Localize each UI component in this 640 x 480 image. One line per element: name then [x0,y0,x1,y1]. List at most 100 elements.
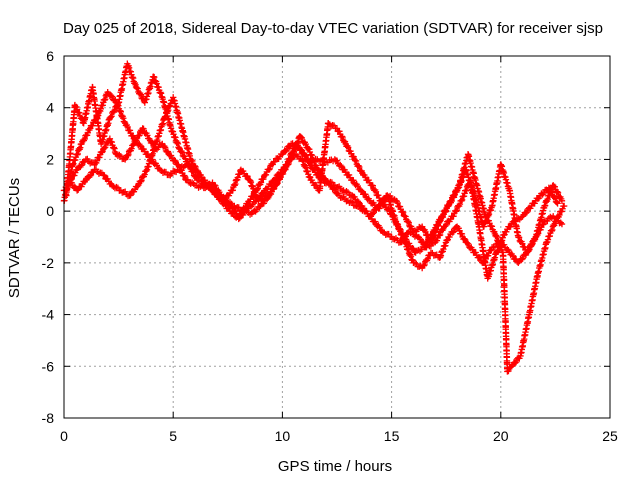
trace-marker [519,255,526,262]
trace-marker [399,209,407,216]
trace-marker [521,243,528,251]
trace-marker [111,145,118,152]
trace-marker [89,122,96,129]
series-track-d [62,60,568,375]
trace-marker [350,177,357,184]
data-point [379,228,387,236]
trace-marker [439,227,446,234]
trace-marker [449,229,456,236]
trace-marker [405,219,412,226]
trace-marker [398,238,405,246]
trace-marker [124,123,131,131]
data-point [377,197,384,204]
data-points [60,60,568,375]
trace-marker [271,158,279,165]
trace-marker [416,235,424,243]
trace-marker [539,191,546,198]
trace-marker [422,241,430,249]
trace-marker [244,173,251,180]
y-axis-title: SDTVAR / TECUs [6,178,23,298]
trace-marker [424,255,431,262]
trace-marker [337,161,344,169]
trace-marker [108,93,116,100]
trace-marker [142,167,150,175]
data-point [73,187,81,194]
trace-marker [124,152,131,160]
trace-marker [134,85,141,92]
trace-marker [330,185,337,192]
trace-marker [362,191,369,198]
trace-marker [456,200,464,208]
trace-marker [484,252,492,259]
trace-marker [136,131,143,139]
trace-marker [78,162,85,169]
trace-marker [167,152,175,159]
trace-marker [512,218,519,225]
trace-marker [251,198,259,205]
trace-marker [265,166,273,173]
trace-marker [81,135,88,143]
trace-marker [488,223,496,230]
trace-marker [339,133,346,141]
trace-marker [483,213,490,221]
trace-marker [529,240,536,247]
y-tick-label: 0 [46,203,54,219]
trace-marker [439,212,446,219]
trace-marker [96,154,103,161]
trace-marker [552,217,560,225]
trace-marker [262,171,270,179]
trace-marker [511,359,519,367]
trace-marker [331,186,339,193]
trace-marker [354,198,361,205]
trace-marker [175,166,183,174]
plot-frame [63,55,611,419]
trace-marker [73,106,81,113]
trace-marker [282,148,289,155]
trace-marker [195,176,202,184]
trace-marker [515,215,522,222]
trace-marker [463,239,471,246]
data-point [156,166,164,173]
trace-marker [141,171,148,178]
trace-marker [450,212,457,220]
trace-marker [352,157,360,165]
trace-marker [396,225,403,232]
trace-marker [87,172,94,179]
trace-marker [355,199,363,206]
trace-marker [441,223,449,230]
x-tick-label: 20 [493,428,509,444]
trace-marker [369,182,376,189]
y-tick-label: 6 [46,48,54,64]
trace-marker [423,241,430,248]
trace-marker [305,158,313,166]
trace-marker [108,138,116,146]
trace-marker [365,176,372,184]
trace-marker [297,133,305,141]
trace-marker [440,211,447,218]
trace-marker [181,172,188,180]
trace-marker [512,358,520,366]
trace-marker [222,195,229,203]
trace-marker [487,247,494,254]
series-track-c [65,94,561,282]
trace-marker [540,189,548,197]
trace-marker [453,207,460,214]
trace-marker [534,230,542,237]
axes: 0 5 10 15 20 25 -8 -6 -4 -2 0 2 4 6 [42,48,618,444]
trace-marker [376,224,383,231]
trace-marker [171,156,178,164]
trace-marker [333,157,341,164]
trace-marker [436,231,444,239]
trace-marker [344,144,352,151]
trace-marker [137,178,144,185]
trace-marker [372,218,379,225]
x-tick-label: 15 [384,428,400,444]
trace-marker [128,145,135,152]
data-point [560,202,568,210]
trace-marker [504,246,511,253]
data-point [558,197,566,204]
trace-marker [136,141,143,148]
y-tick-label: -6 [42,358,55,374]
trace-marker [448,197,455,204]
